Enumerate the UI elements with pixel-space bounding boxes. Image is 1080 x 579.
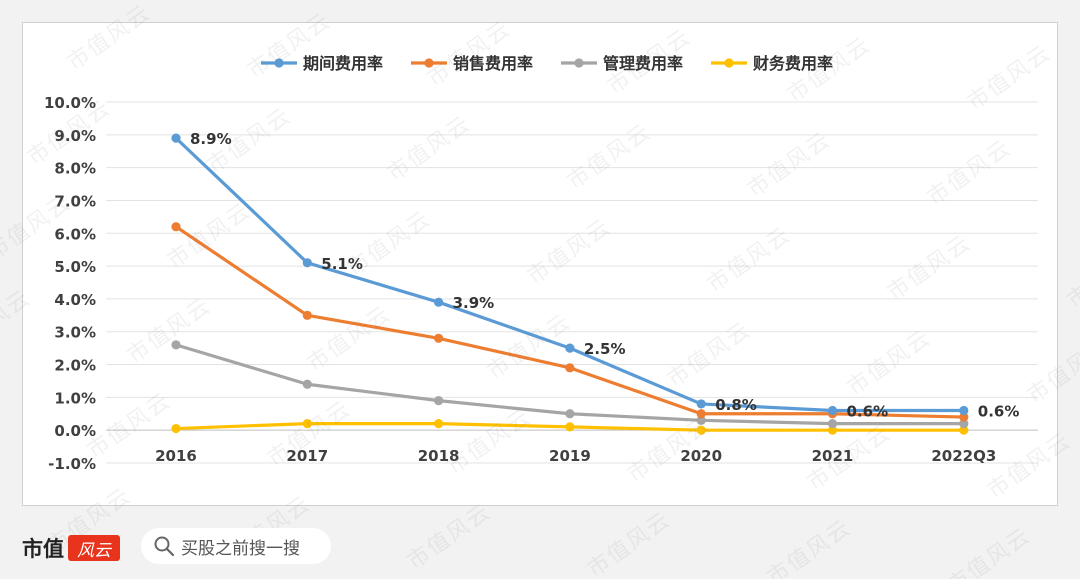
data-point <box>171 222 181 232</box>
data-point <box>302 379 312 389</box>
search-icon <box>154 536 175 557</box>
data-point <box>434 396 444 406</box>
data-point <box>302 310 312 320</box>
y-tick-label: -1.0% <box>48 455 96 473</box>
data-point <box>827 419 838 429</box>
brand-name: 市值 <box>22 536 64 561</box>
x-tick-label: 2019 <box>549 447 591 465</box>
y-tick-label: 7.0% <box>54 192 96 210</box>
y-tick-label: 10.0% <box>44 94 96 112</box>
data-label: 0.8% <box>715 396 757 414</box>
y-tick-label: 3.0% <box>54 324 96 342</box>
chart-card: 10.0% 9.0% 8.0% 7.0% 6.0% 5.0% 4.0% 3.0% 2.0% 1.0… <box>22 22 1058 506</box>
x-tick-label: 2020 <box>680 447 722 465</box>
data-point <box>434 419 444 429</box>
data-point <box>171 423 181 434</box>
y-tick-label: 4.0% <box>54 291 96 309</box>
legend-marker <box>724 58 734 68</box>
series-line <box>175 225 964 419</box>
data-point <box>171 133 181 143</box>
y-tick-label: 2.0% <box>54 357 96 375</box>
y-tick-label: 9.0% <box>54 127 96 145</box>
y-tick-label: 1.0% <box>54 389 96 407</box>
data-label: 0.6% <box>978 402 1020 420</box>
data-label: 3.9% <box>453 294 495 312</box>
data-point <box>696 425 706 435</box>
brand-logo-mark: 风云 <box>68 535 120 561</box>
data-point <box>959 419 969 429</box>
data-point <box>171 340 181 350</box>
x-tick-label: 2022Q3 <box>931 447 996 465</box>
search-placeholder: 买股之前搜一搜 <box>181 538 300 559</box>
x-tick-label: 2016 <box>155 447 197 465</box>
data-point <box>827 405 838 416</box>
data-point <box>959 412 969 422</box>
data-point <box>696 399 706 409</box>
legend-label: 财务费用率 <box>752 54 833 73</box>
x-tick-label: 2021 <box>812 447 854 465</box>
watermark-text: 市值风云 <box>1062 238 1080 314</box>
data-point <box>434 297 444 307</box>
x-tick-label: 2017 <box>286 447 328 465</box>
data-label: 2.5% <box>584 340 626 358</box>
data-point <box>302 258 312 268</box>
y-tick-label: 0.0% <box>54 422 96 440</box>
data-label: 0.6% <box>847 402 889 420</box>
line-chart: 10.0% 9.0% 8.0% 7.0% 6.0% 5.0% 4.0% 3.0% 2.0% 1.0… <box>44 54 1038 473</box>
data-point <box>696 409 706 419</box>
footer-bar: 市值 风云 买股之前搜一搜 <box>0 504 1080 579</box>
legend-marker <box>274 58 284 68</box>
data-point <box>434 333 444 343</box>
data-label: 5.1% <box>321 255 363 273</box>
data-point <box>565 422 575 432</box>
data-label: 8.9% <box>190 130 232 148</box>
search-button[interactable]: 买股之前搜一搜 <box>141 528 331 564</box>
legend-label: 销售费用率 <box>453 54 533 73</box>
legend-marker <box>424 58 434 68</box>
y-tick-label: 5.0% <box>54 258 96 276</box>
legend-marker <box>574 58 584 68</box>
y-tick-label: 6.0% <box>54 225 96 243</box>
data-point <box>565 343 575 353</box>
x-tick-label: 2018 <box>418 447 460 465</box>
data-point <box>696 415 706 425</box>
data-point <box>959 405 969 416</box>
data-point <box>827 425 838 435</box>
brand-logo: 市值 风云 <box>22 533 120 563</box>
data-point <box>565 363 575 373</box>
y-tick-label: 8.0% <box>54 160 96 178</box>
legend-label: 管理费用率 <box>603 54 683 73</box>
data-point <box>302 419 312 429</box>
data-point <box>565 409 575 419</box>
legend-label: 期间费用率 <box>303 54 383 73</box>
data-point <box>959 425 969 435</box>
